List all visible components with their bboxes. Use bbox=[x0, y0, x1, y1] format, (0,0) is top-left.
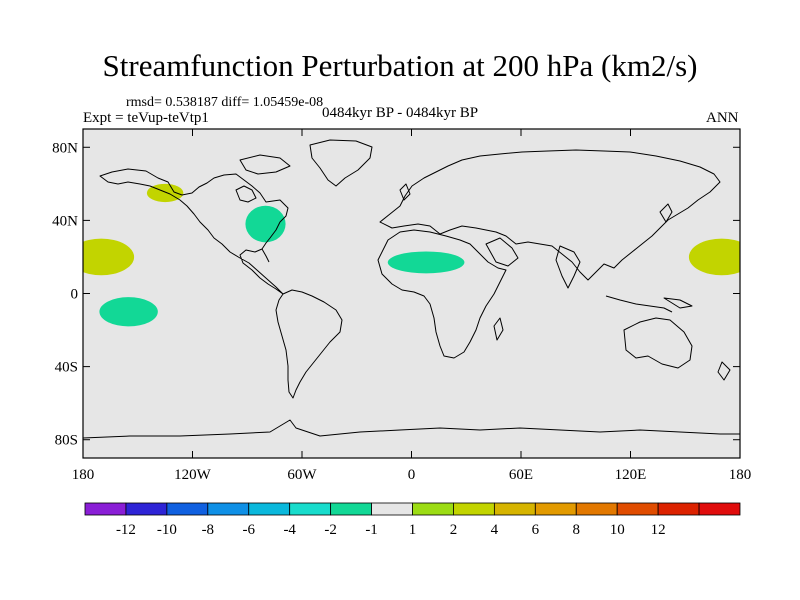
stats-text: rmsd= 0.538187 diff= 1.05459e-08 bbox=[126, 95, 324, 110]
colorbar-label: -10 bbox=[157, 522, 177, 538]
colorbar-label: -8 bbox=[202, 522, 215, 538]
coast-india bbox=[555, 245, 581, 289]
colorbar-swatch bbox=[657, 502, 700, 516]
lon-label: 120W bbox=[174, 467, 212, 483]
lat-label: 80S bbox=[55, 433, 78, 449]
coast-north-america bbox=[99, 168, 289, 295]
coast-japan bbox=[659, 203, 673, 223]
experiment-label: Expt = teVup-teVtp1 bbox=[83, 110, 209, 126]
coast-south-america bbox=[275, 289, 343, 399]
anomaly-eastern-north-america bbox=[245, 205, 286, 243]
colorbar-swatch bbox=[493, 502, 536, 516]
colorbar-swatch bbox=[453, 502, 495, 516]
colorbar-label: 1 bbox=[409, 522, 417, 538]
colorbar-label: -4 bbox=[283, 522, 296, 538]
colorbar-label: 4 bbox=[491, 522, 499, 538]
coast-greenland bbox=[309, 139, 373, 187]
lon-label: 180 bbox=[72, 467, 95, 483]
colorbar-label: -2 bbox=[324, 522, 337, 538]
coast-new-guinea bbox=[663, 297, 693, 309]
season-label: ANN bbox=[706, 110, 739, 126]
lat-label: 40N bbox=[52, 213, 78, 229]
colorbar-swatch bbox=[330, 502, 372, 516]
anomaly-north-africa bbox=[387, 251, 465, 274]
lat-label: 40S bbox=[55, 360, 78, 376]
colorbar-swatch bbox=[412, 502, 454, 516]
anomaly-south-pacific bbox=[99, 297, 158, 327]
colorbar-label: -12 bbox=[116, 522, 136, 538]
lat-label: 0 bbox=[71, 287, 79, 303]
coast-arctic-islands bbox=[239, 154, 291, 175]
coast-florida bbox=[261, 248, 270, 263]
lon-label: 60W bbox=[287, 467, 317, 483]
anomaly-central-pacific-west bbox=[688, 238, 740, 276]
period-label: 0484kyr BP - 0484kyr BP bbox=[322, 105, 479, 121]
map-background bbox=[83, 129, 740, 458]
colorbar: -12 -10 -8 -6 -4 -2 -1 1 2 4 6 8 10 12 bbox=[84, 502, 741, 538]
colorbar-label: 2 bbox=[450, 522, 458, 538]
lon-label: 0 bbox=[408, 467, 416, 483]
coast-arabia bbox=[485, 237, 519, 267]
colorbar-swatch bbox=[616, 502, 659, 516]
coast-new-zealand bbox=[717, 361, 731, 381]
colorbar-swatch bbox=[84, 502, 127, 516]
colorbar-swatch bbox=[207, 502, 250, 516]
coast-hudson-bay bbox=[235, 185, 257, 203]
lat-label: 80N bbox=[52, 140, 78, 156]
colorbar-swatch bbox=[166, 502, 209, 516]
colorbar-label: -6 bbox=[243, 522, 256, 538]
coastlines bbox=[83, 139, 740, 439]
colorbar-label: 6 bbox=[532, 522, 540, 538]
colorbar-label: 8 bbox=[573, 522, 581, 538]
coast-madagascar bbox=[493, 317, 504, 341]
coast-indonesia bbox=[605, 295, 673, 313]
colorbar-label: 10 bbox=[610, 522, 625, 538]
colorbar-swatch bbox=[125, 502, 168, 516]
axis-layer: 80N 40N 0 40S 80S 180 120W 60W 0 60E 120E 180 bbox=[52, 129, 751, 483]
colorbar-swatch bbox=[371, 502, 413, 516]
colorbar-label: -1 bbox=[365, 522, 378, 538]
colorbar-swatch bbox=[534, 502, 577, 516]
colorbar-label: 12 bbox=[651, 522, 666, 538]
colorbar-swatch bbox=[248, 502, 291, 516]
coast-eurasia bbox=[379, 149, 721, 281]
colorbar-swatch bbox=[698, 502, 741, 516]
coast-antarctica bbox=[83, 419, 740, 439]
coast-british-isles bbox=[399, 183, 411, 201]
lon-label: 120E bbox=[615, 467, 647, 483]
coast-australia bbox=[623, 317, 693, 369]
lon-label: 180 bbox=[729, 467, 752, 483]
colorbar-swatch bbox=[289, 502, 332, 516]
anomaly-central-pacific-east bbox=[83, 238, 135, 276]
lon-label: 60E bbox=[509, 467, 533, 483]
chart-title: Streamfunction Perturbation at 200 hPa (… bbox=[102, 48, 698, 83]
colorbar-swatch bbox=[575, 502, 618, 516]
coast-africa bbox=[377, 229, 507, 359]
